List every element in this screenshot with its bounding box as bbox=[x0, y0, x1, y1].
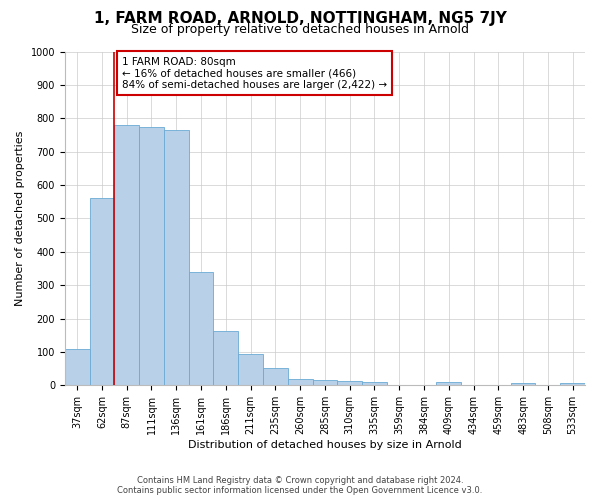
Bar bbox=[263, 368, 288, 386]
Bar bbox=[362, 382, 387, 386]
Text: 1 FARM ROAD: 80sqm
← 16% of detached houses are smaller (466)
84% of semi-detach: 1 FARM ROAD: 80sqm ← 16% of detached hou… bbox=[122, 56, 387, 90]
Text: Contains HM Land Registry data © Crown copyright and database right 2024.
Contai: Contains HM Land Registry data © Crown c… bbox=[118, 476, 482, 495]
Bar bbox=[164, 130, 188, 386]
Bar bbox=[337, 380, 362, 386]
Bar bbox=[139, 126, 164, 386]
Bar bbox=[89, 198, 115, 386]
Bar bbox=[436, 382, 461, 386]
Y-axis label: Number of detached properties: Number of detached properties bbox=[15, 130, 25, 306]
Bar bbox=[115, 125, 139, 386]
Text: Size of property relative to detached houses in Arnold: Size of property relative to detached ho… bbox=[131, 22, 469, 36]
Bar bbox=[188, 272, 214, 386]
Bar bbox=[214, 332, 238, 386]
Bar bbox=[288, 378, 313, 386]
Bar bbox=[313, 380, 337, 386]
Text: 1, FARM ROAD, ARNOLD, NOTTINGHAM, NG5 7JY: 1, FARM ROAD, ARNOLD, NOTTINGHAM, NG5 7J… bbox=[94, 11, 506, 26]
Bar bbox=[238, 354, 263, 386]
Bar bbox=[511, 382, 535, 386]
X-axis label: Distribution of detached houses by size in Arnold: Distribution of detached houses by size … bbox=[188, 440, 462, 450]
Bar bbox=[65, 348, 89, 386]
Bar bbox=[560, 382, 585, 386]
